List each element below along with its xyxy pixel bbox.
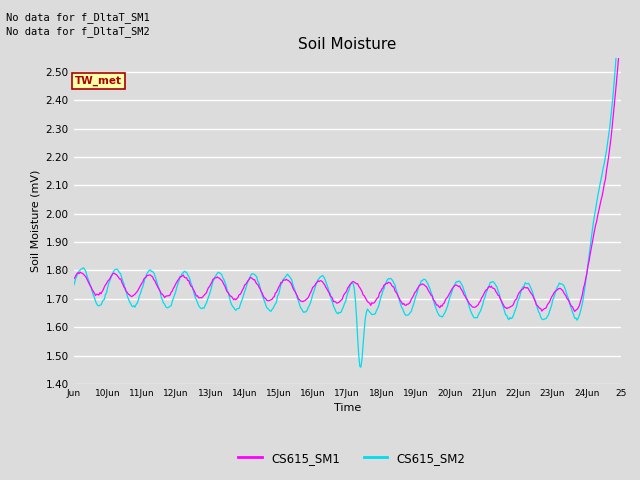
Legend: CS615_SM1, CS615_SM2: CS615_SM1, CS615_SM2 (234, 447, 470, 469)
Text: TW_met: TW_met (76, 76, 122, 86)
Text: No data for f_DltaT_SM2: No data for f_DltaT_SM2 (6, 26, 150, 37)
X-axis label: Time: Time (333, 403, 361, 413)
Title: Soil Moisture: Soil Moisture (298, 37, 396, 52)
Text: No data for f_DltaT_SM1: No data for f_DltaT_SM1 (6, 12, 150, 23)
Y-axis label: Soil Moisture (mV): Soil Moisture (mV) (30, 169, 40, 272)
